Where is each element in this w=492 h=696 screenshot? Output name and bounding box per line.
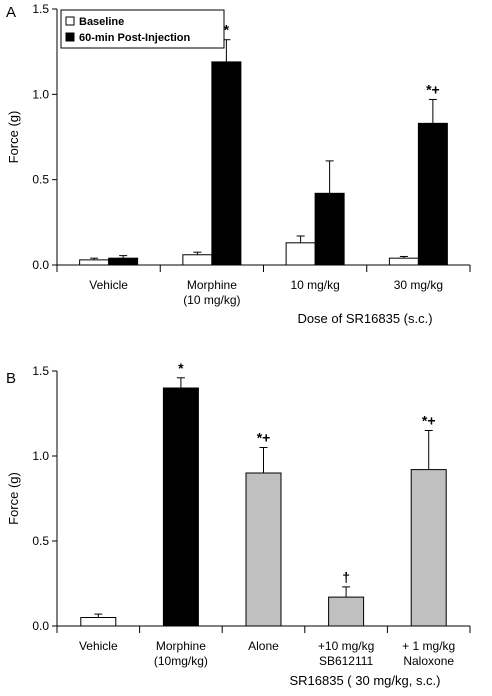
bar bbox=[314, 192, 345, 266]
significance-mark: *+ bbox=[257, 430, 271, 446]
y-tick-label: 1.5 bbox=[32, 2, 49, 16]
category-label: SB612111 bbox=[319, 654, 374, 668]
bar bbox=[417, 122, 448, 266]
legend-swatch bbox=[65, 16, 75, 26]
y-tick-label: 0.5 bbox=[32, 173, 49, 187]
bar bbox=[245, 472, 282, 627]
significance-mark: *+ bbox=[422, 413, 436, 429]
bar bbox=[285, 242, 316, 266]
category-label: +10 mg/kg bbox=[318, 639, 374, 653]
category-label: Morphine bbox=[187, 278, 237, 292]
y-tick-label: 1.5 bbox=[32, 364, 49, 378]
x-axis-title: Dose of SR16835 (s.c.) bbox=[297, 311, 432, 326]
y-tick-label: 0.5 bbox=[32, 534, 49, 548]
category-label: 30 mg/kg bbox=[394, 278, 443, 292]
x-axis-title: SR16835 ( 30 mg/kg, s.c.) bbox=[289, 673, 440, 688]
y-tick-label: 0.0 bbox=[32, 258, 49, 272]
legend-label: 60-min Post-Injection bbox=[79, 32, 191, 44]
significance-mark: † bbox=[342, 569, 350, 585]
y-tick-label: 1.0 bbox=[32, 449, 49, 463]
significance-mark: * bbox=[224, 22, 230, 38]
category-label: Morphine bbox=[156, 639, 206, 653]
bar bbox=[211, 61, 242, 266]
bar bbox=[410, 469, 447, 627]
y-axis-title: Force (g) bbox=[6, 472, 21, 525]
category-label: Vehicle bbox=[79, 639, 118, 653]
y-tick-label: 1.0 bbox=[32, 87, 49, 101]
bar bbox=[182, 254, 213, 266]
category-label: Naloxone bbox=[403, 654, 454, 668]
y-tick-label: 0.0 bbox=[32, 619, 49, 633]
y-axis-title: Force (g) bbox=[6, 111, 21, 164]
category-label: Alone bbox=[248, 639, 279, 653]
bar bbox=[328, 596, 365, 627]
category-label: (10mg/kg) bbox=[154, 654, 208, 668]
bar bbox=[108, 257, 139, 266]
panel-a: A 0.0 0.5 1.0 1.5 Force (g) Vehicle Morphine(10… bbox=[6, 2, 471, 326]
category-label: Vehicle bbox=[89, 278, 128, 292]
panel-letter: B bbox=[6, 370, 16, 387]
panel-letter: A bbox=[6, 4, 16, 21]
category-label: + 1 mg/kg bbox=[402, 639, 455, 653]
panel-b: B 0.0 0.5 1.0 1.5 Force (g) Vehicle Morphine(10… bbox=[6, 360, 471, 688]
legend: Baseline 60-min Post-Injection bbox=[60, 9, 225, 49]
bar bbox=[162, 387, 199, 627]
category-label: (10 mg/kg) bbox=[183, 293, 240, 307]
bar bbox=[388, 257, 419, 266]
significance-mark: *+ bbox=[426, 81, 440, 97]
legend-box bbox=[60, 9, 225, 49]
bar bbox=[80, 617, 117, 627]
category-label: 10 mg/kg bbox=[290, 278, 339, 292]
legend-label: Baseline bbox=[79, 16, 124, 28]
legend-swatch bbox=[65, 32, 75, 42]
bar bbox=[79, 259, 110, 266]
significance-mark: * bbox=[178, 360, 184, 376]
